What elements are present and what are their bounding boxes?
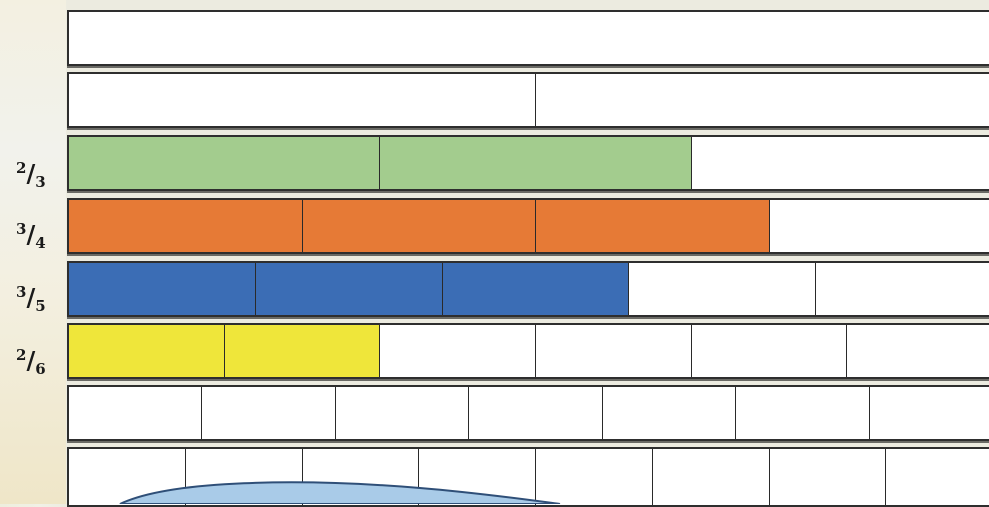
fraction-cell bbox=[379, 137, 690, 189]
fraction-cell bbox=[535, 74, 989, 126]
fraction-cell bbox=[535, 449, 652, 505]
fraction-cell bbox=[468, 387, 601, 439]
strip-quarters bbox=[67, 198, 989, 254]
label-denominator: 6 bbox=[35, 360, 45, 378]
fraction-cell bbox=[815, 263, 989, 315]
strip-halves bbox=[67, 72, 989, 128]
fraction-cell bbox=[652, 449, 769, 505]
label-two-sixths: 2/6 bbox=[16, 340, 64, 370]
fraction-cell bbox=[442, 263, 629, 315]
label-denominator: 4 bbox=[35, 234, 45, 252]
fraction-cell bbox=[69, 387, 202, 439]
strip-sevenths bbox=[67, 385, 989, 441]
fraction-cell bbox=[869, 387, 989, 439]
fraction-cell bbox=[302, 200, 536, 252]
fraction-cell bbox=[69, 325, 225, 377]
label-denominator: 5 bbox=[35, 297, 45, 315]
fraction-cell bbox=[846, 325, 989, 377]
fraction-cell bbox=[335, 387, 468, 439]
fraction-cell bbox=[255, 263, 442, 315]
fraction-cell bbox=[379, 325, 535, 377]
fraction-cell bbox=[691, 325, 847, 377]
label-three-fifths: 3/5 bbox=[16, 277, 64, 307]
fraction-cell bbox=[769, 200, 989, 252]
fraction-cell bbox=[69, 263, 256, 315]
fraction-cell bbox=[691, 137, 989, 189]
label-denominator: 3 bbox=[35, 173, 45, 191]
strip-eighths bbox=[67, 447, 989, 507]
fraction-cell bbox=[628, 263, 815, 315]
fraction-cell bbox=[185, 449, 302, 505]
strip-sixths bbox=[67, 323, 989, 379]
fraction-cell bbox=[535, 200, 769, 252]
fraction-cell bbox=[69, 12, 989, 64]
strip-thirds bbox=[67, 135, 989, 191]
fraction-cell bbox=[69, 449, 186, 505]
fraction-cell bbox=[535, 325, 691, 377]
fraction-cell bbox=[302, 449, 419, 505]
fraction-cell bbox=[602, 387, 735, 439]
left-margin bbox=[0, 0, 66, 504]
fraction-cell bbox=[885, 449, 989, 505]
fraction-cell bbox=[69, 74, 536, 126]
label-numerator: 3 bbox=[16, 283, 26, 301]
strip-fifths bbox=[67, 261, 989, 317]
label-numerator: 2 bbox=[16, 159, 26, 177]
label-two-thirds: 2/3 bbox=[16, 153, 64, 183]
fraction-cell bbox=[69, 137, 380, 189]
fraction-cell bbox=[735, 387, 868, 439]
label-three-quarters: 3/4 bbox=[16, 214, 64, 244]
fraction-cell bbox=[224, 325, 380, 377]
label-numerator: 2 bbox=[16, 346, 26, 364]
strip-whole bbox=[67, 10, 989, 66]
fraction-cell bbox=[69, 200, 303, 252]
fraction-cell bbox=[769, 449, 886, 505]
label-numerator: 3 bbox=[16, 220, 26, 238]
fraction-cell bbox=[201, 387, 334, 439]
fraction-cell bbox=[418, 449, 535, 505]
